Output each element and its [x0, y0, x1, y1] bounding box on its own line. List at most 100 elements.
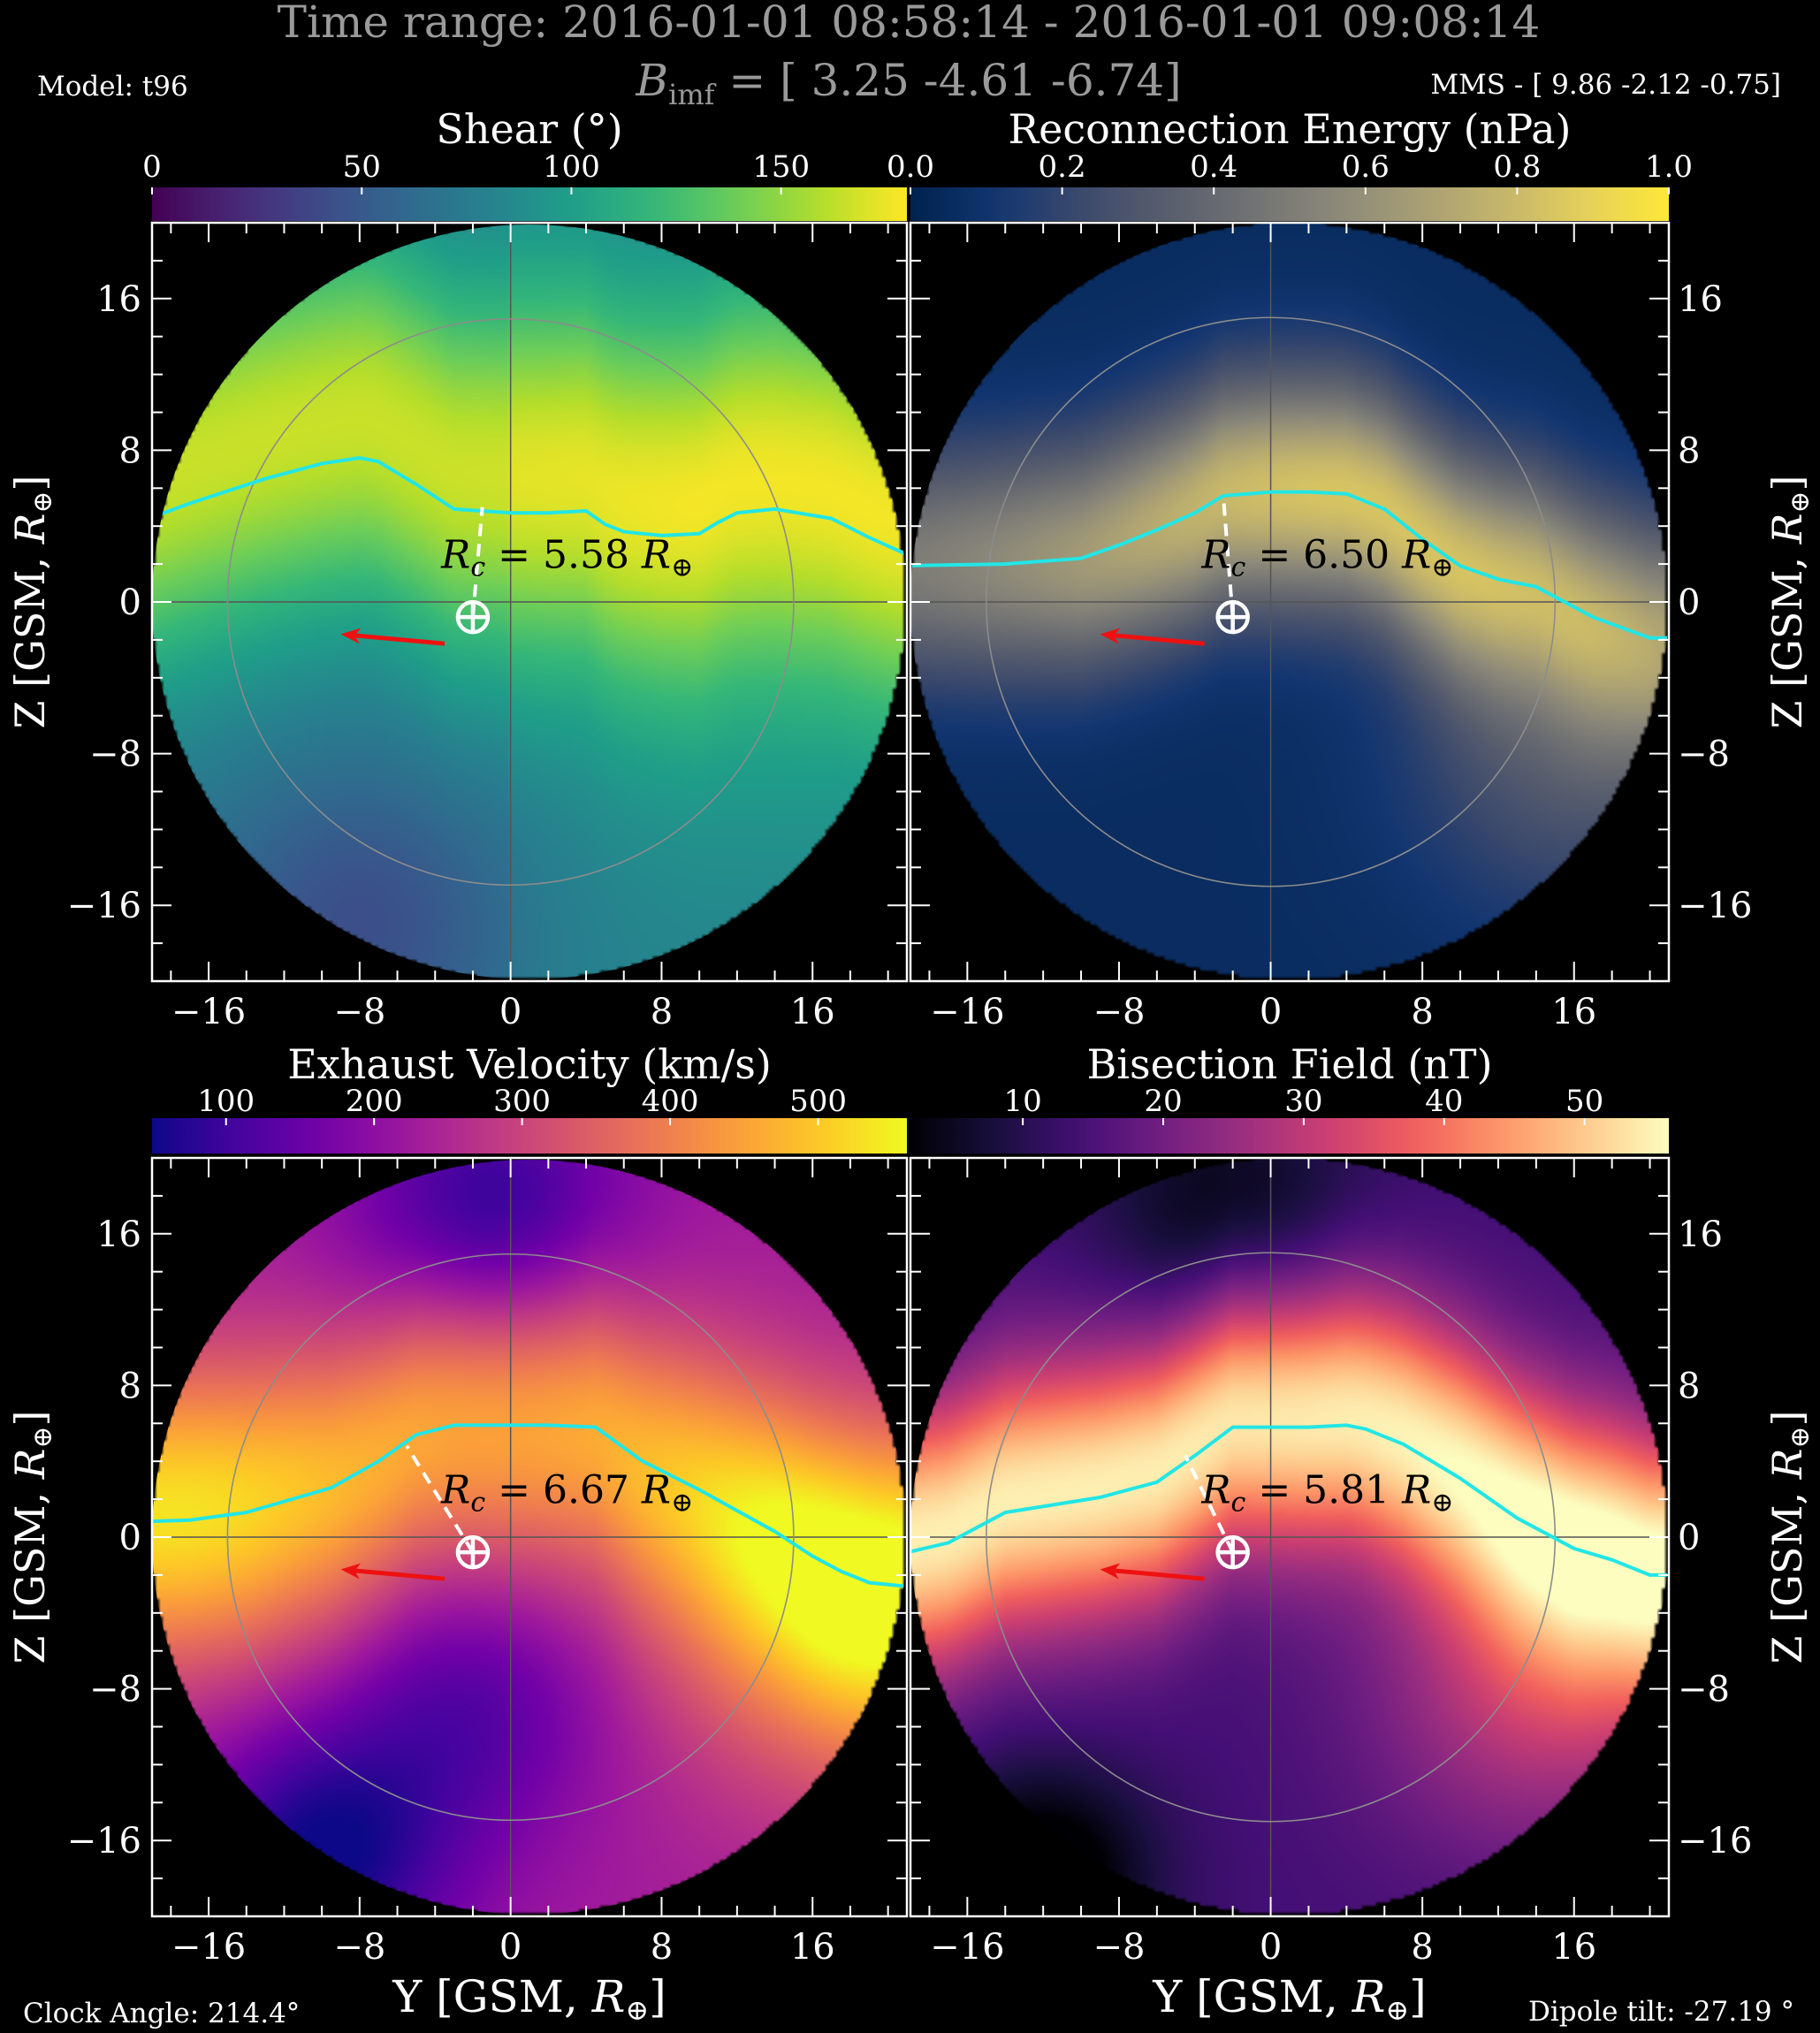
colorbar-gradient [152, 187, 907, 221]
colorbar-tick-label: 50 [1565, 1084, 1603, 1119]
reconnection-line [910, 1423, 1669, 1577]
colorbar-label: Exhaust Velocity (km/s) [287, 1040, 772, 1088]
y-tick-label: −8 [1678, 1670, 1730, 1710]
dipole-tilt-label: Dipole tilt: -27.19 ° [1528, 1996, 1794, 2028]
x-tick-label: −8 [333, 1927, 385, 1968]
colorbar-tick-label: 150 [752, 149, 810, 185]
x-axis-title: Y [GSM, R⊕] [392, 1971, 666, 2027]
imf-arrow-shaft [1112, 633, 1205, 646]
colorbar-tick-label: 500 [789, 1084, 847, 1119]
earth-icon [1215, 599, 1250, 635]
y-tick-label: −8 [89, 735, 141, 775]
colorbar: Shear (°) 0 50 100 150 [142, 105, 907, 221]
y-tick-label: −16 [67, 1821, 141, 1862]
panel-bottom-right: Rc = 5.81 R⊕ −16 −8 0 8 16 −16 −8 0 8 16 Z [GSM, R⊕… [909, 1040, 1816, 2027]
rc-annotation: Rc = 6.67 R⊕ [440, 1467, 693, 1518]
x-tick-label: 16 [790, 1927, 835, 1968]
colorbar-tick-label: 40 [1425, 1084, 1463, 1119]
bimf-symbol: B [635, 55, 668, 106]
earth-icon [1215, 1534, 1250, 1570]
x-tick-label: 8 [1411, 992, 1433, 1032]
y-tick-label: 0 [119, 1518, 141, 1558]
colorbar-gradient [910, 1118, 1669, 1154]
x-tick-label: −16 [171, 992, 246, 1032]
colorbar-tick-label: 0.2 [1039, 149, 1086, 185]
bimf-title: Bimf = [ 3.25 -4.61 -6.74] [635, 55, 1181, 111]
colorbar-tick-label: 20 [1144, 1084, 1182, 1119]
panel-bottom-left: Rc = 6.67 R⊕ −16 −8 0 8 16 −16 −8 0 8 16 Z [GSM, R⊕… [6, 1040, 909, 2027]
y-tick-label: −16 [1678, 886, 1752, 926]
x-tick-label: 0 [1260, 992, 1282, 1032]
colorbar-tick-label: 0 [142, 149, 162, 185]
y-tick-label: 16 [1678, 279, 1723, 320]
y-tick-label: −8 [89, 1670, 141, 1710]
imf-arrow-shaft [353, 633, 445, 646]
earth-icon [455, 599, 491, 635]
imf-arrow-shaft [353, 1568, 445, 1581]
reconnection-line [152, 455, 907, 557]
colorbar-tick-label: 0.6 [1342, 149, 1390, 185]
distance-dashed-line [470, 506, 484, 618]
panel-top-right: Rc = 6.50 R⊕ −16 −8 0 8 16 −16 −8 0 8 16 Z [GSM, R⊕… [887, 105, 1816, 1032]
y-tick-label: 16 [96, 1214, 141, 1255]
clock-angle-label: Clock Angle: 214.4° [23, 1998, 300, 2029]
y-tick-label: −16 [1678, 1821, 1752, 1862]
panel-top-left: Rc = 5.58 R⊕ −16 −8 0 8 16 −16 −8 0 8 16 Z [GSM, R⊕… [6, 105, 909, 1032]
colorbar-tick-label: 100 [197, 1084, 255, 1119]
colorbar-tick-label: 0.8 [1493, 149, 1541, 185]
x-tick-label: −8 [333, 992, 385, 1032]
x-tick-label: 16 [1551, 1927, 1596, 1968]
y-axis-title: Z [GSM, R⊕] [6, 476, 58, 729]
axis-ticks [910, 1157, 1669, 1916]
x-tick-label: 0 [1260, 1927, 1282, 1968]
reference-circle [986, 316, 1557, 887]
y-tick-label: 0 [119, 582, 141, 623]
y-axis-title: Z [GSM, R⊕] [1763, 476, 1816, 729]
colorbar: Reconnection Energy (nPa) 0.0 0.2 0.4 0.6 0.8… [887, 105, 1693, 221]
colorbar-label: Shear (°) [436, 105, 622, 153]
colorbar-gradient [910, 187, 1669, 221]
rc-annotation: Rc = 5.81 R⊕ [1200, 1467, 1453, 1518]
y-axis-title: Z [GSM, R⊕] [6, 1411, 58, 1664]
distance-dashed-line [1184, 1454, 1235, 1554]
y-tick-label: 16 [96, 279, 141, 320]
x-tick-label: −16 [171, 1927, 246, 1968]
y-tick-label: 0 [1678, 582, 1700, 623]
y-tick-label: 16 [1678, 1214, 1723, 1255]
axis-ticks [152, 222, 907, 981]
colorbar-tick-label: 300 [493, 1084, 551, 1119]
x-tick-label: −16 [930, 1927, 1004, 1968]
reference-circle [226, 1253, 795, 1822]
y-tick-label: 8 [119, 430, 141, 471]
axis-ticks [152, 1157, 907, 1916]
mms-position-label: MMS - [ 9.86 -2.12 -0.75] [1430, 69, 1781, 101]
x-tick-label: −8 [1093, 992, 1145, 1032]
x-tick-label: 0 [499, 1927, 522, 1968]
bimf-subscript: imf [668, 78, 717, 111]
distance-dashed-line [405, 1444, 475, 1554]
model-label: Model: t96 [37, 71, 188, 103]
x-tick-label: 8 [1411, 1927, 1433, 1968]
colorbar-tick-label: 400 [642, 1084, 699, 1119]
colorbar: Bisection Field (nT) 10 20 30 40 50 [910, 1040, 1669, 1154]
bimf-value: = [ 3.25 -4.61 -6.74] [715, 55, 1182, 106]
reconnection-line [152, 1423, 907, 1588]
reconnection-line [910, 490, 1669, 640]
panels: Rc = 5.58 R⊕ −16 −8 0 8 16 −16 −8 0 8 16 Z [GSM, R⊕… [6, 105, 1816, 2027]
x-tick-label: −16 [930, 992, 1004, 1032]
time-range-title: Time range: 2016-01-01 08:58:14 - 2016-0… [278, 0, 1541, 48]
colorbar-tick-label: 1.0 [1645, 149, 1693, 185]
x-tick-label: 16 [790, 992, 835, 1032]
y-tick-label: −16 [67, 886, 141, 926]
colorbar-tick-label: 200 [346, 1084, 403, 1119]
colorbar-label: Reconnection Energy (nPa) [1009, 105, 1572, 153]
colorbar-gradient [152, 1118, 907, 1154]
y-tick-label: 8 [1678, 430, 1700, 471]
colorbar-tick-label: 0.0 [887, 149, 934, 185]
y-tick-label: 8 [119, 1366, 141, 1406]
rc-annotation: Rc = 5.58 R⊕ [440, 532, 693, 582]
y-axis-title: Z [GSM, R⊕] [1763, 1411, 1816, 1664]
colorbar-tick-label: 0.4 [1190, 149, 1237, 185]
colorbar-tick-label: 50 [343, 149, 381, 185]
